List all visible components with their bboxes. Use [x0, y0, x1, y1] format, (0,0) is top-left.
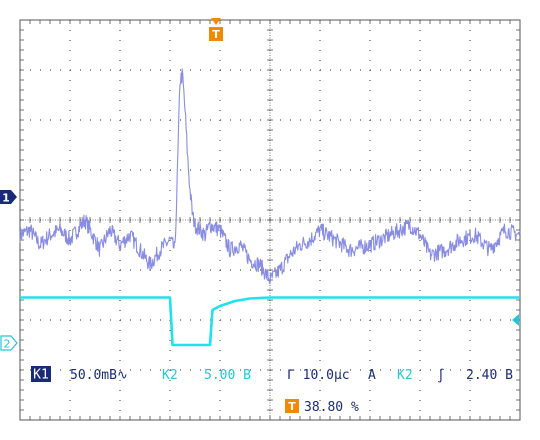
k1-badge-box [31, 366, 51, 382]
series-1-trace [19, 68, 521, 285]
trigger-position: 38.80 % [304, 400, 359, 415]
trigger-position-badge: T [288, 400, 296, 413]
trigger-badge-box [209, 27, 223, 41]
graticule-grid [19, 19, 521, 421]
trigger-badge-label: T [212, 28, 220, 41]
k2-label: K2 [162, 368, 178, 383]
channel-2-marker: 2 [0, 335, 18, 351]
k1-badge: K1 [33, 368, 49, 383]
trigger-arrow-icon [211, 18, 221, 25]
k2-scale: 5.00 B [204, 368, 251, 383]
status-line-1: K1 50.0mB∿ K2 5.00 B Γ 10.0μc A K2 ∫ 2.4… [31, 366, 513, 384]
trigger-mode: A [368, 368, 376, 383]
status-line-2: T 38.80 % [285, 399, 359, 415]
k1-scale: 50.0mB∿ [70, 368, 128, 383]
channel-2-marker-label: 2 [4, 338, 11, 351]
trigger-position-badge-box [285, 399, 299, 413]
series-2-trace [20, 296, 520, 347]
channel-1-marker-label: 1 [2, 192, 10, 205]
waveform-traces [19, 68, 521, 347]
trigger-marker: T [209, 18, 223, 41]
trigger-slope-icon: ∫ [437, 368, 445, 384]
trigger-level: 2.40 B [466, 368, 513, 383]
channel-1-marker-shape [0, 190, 17, 204]
trigger-source: K2 [397, 368, 413, 383]
timebase: Γ 10.0μc [287, 368, 350, 383]
channel-1-marker: 1 [0, 190, 17, 205]
channel-2-marker-shape [0, 335, 18, 351]
trigger-level-arrow-icon [512, 314, 519, 326]
